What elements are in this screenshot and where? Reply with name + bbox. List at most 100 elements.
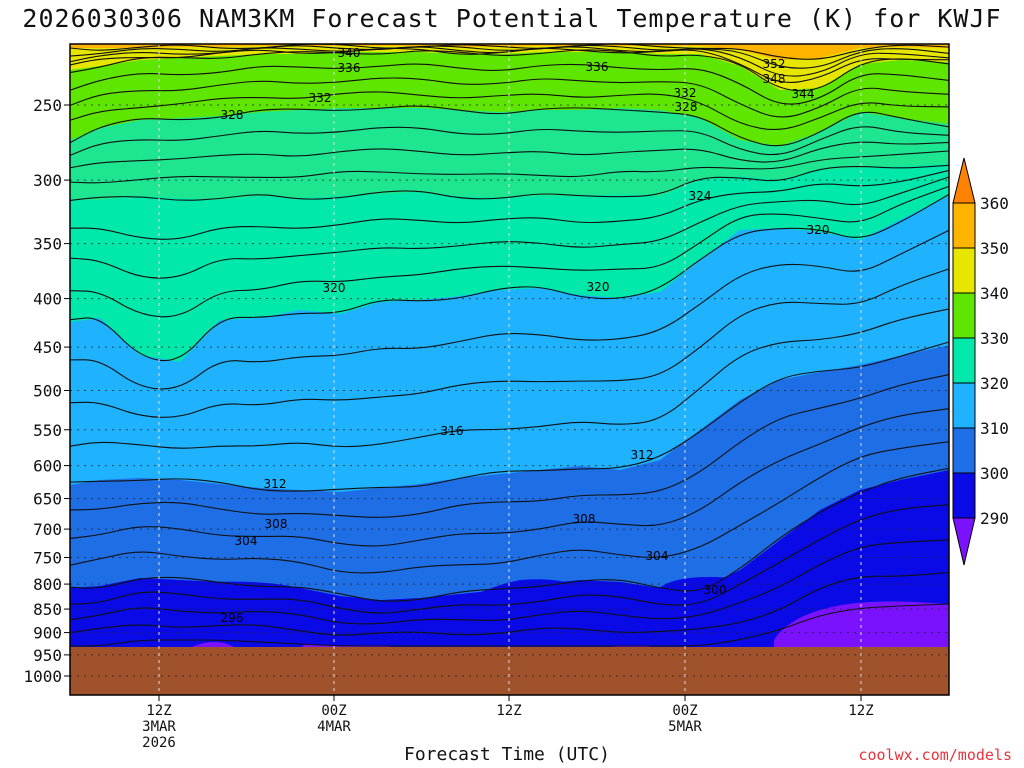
y-tick-label-15: 1000 — [23, 667, 62, 686]
contour-line-11 — [69, 150, 950, 184]
contour-line-7 — [69, 91, 950, 131]
x-tick-label-0-2: 2026 — [142, 735, 176, 751]
contour-label-4: 332 — [674, 86, 697, 100]
contour-label-7: 352 — [763, 57, 786, 71]
x-tick-label-1-1: 4MAR — [317, 719, 351, 735]
contour-label-20: 304 — [646, 549, 669, 563]
y-tick-label-12: 850 — [33, 600, 62, 619]
colorbar-label-1: 350 — [980, 239, 1009, 258]
contour-line-17 — [69, 229, 950, 390]
contour-label-9: 344 — [792, 87, 815, 101]
contour-line-0 — [69, 43, 950, 60]
colorbar-segment-7 — [952, 472, 976, 519]
contour-label-11: 320 — [807, 223, 830, 237]
x-tick-label-1-0: 00Z — [321, 703, 346, 719]
y-tick-label-7: 600 — [33, 457, 62, 476]
colorbar-segment-6 — [952, 427, 976, 474]
contour-label-16: 312 — [631, 448, 654, 462]
contour-label-2: 336 — [586, 60, 609, 74]
contour-label-21: 300 — [704, 583, 727, 597]
color-band-upper-3 — [70, 44, 949, 60]
contour-line-20 — [69, 341, 950, 492]
color-band-upper-2 — [70, 44, 949, 90]
contour-line-18 — [69, 268, 950, 418]
y-tick-label-10: 750 — [33, 549, 62, 568]
contour-label-22: 296 — [221, 611, 244, 625]
contour-line-12 — [69, 164, 950, 201]
cold-pool-4 — [774, 601, 949, 648]
y-tick-label-4: 450 — [33, 338, 62, 357]
colorbar-label-7: 290 — [980, 509, 1009, 528]
credit-text: coolwx.com/models — [858, 746, 1012, 764]
x-tick-label-0-0: 12Z — [146, 703, 171, 719]
y-tick-label-2: 350 — [33, 235, 62, 254]
chart-title: 2026030306 NAM3KM Forecast Potential Tem… — [22, 4, 1002, 33]
colorbar-label-6: 300 — [980, 464, 1009, 483]
x-tick-label-2-0: 12Z — [496, 703, 521, 719]
x-tick-label-4-0: 12Z — [848, 703, 873, 719]
contour-line-25 — [69, 504, 950, 614]
contour-line-13 — [69, 169, 950, 240]
x-tick-label-3-1: 5MAR — [668, 719, 702, 735]
cold-pool-5 — [190, 642, 235, 648]
cold-pool-2 — [390, 579, 615, 648]
contour-line-21 — [69, 374, 950, 518]
contour-line-8 — [69, 105, 950, 147]
contour-line-2 — [69, 46, 950, 77]
contour-label-5: 328 — [221, 108, 244, 122]
y-tick-label-5: 500 — [33, 382, 62, 401]
contour-label-18: 308 — [573, 512, 596, 526]
contour-line-1 — [69, 44, 950, 69]
contour-label-3: 332 — [309, 91, 332, 105]
colorbar-segment-1 — [952, 202, 976, 249]
contour-line-4 — [69, 49, 950, 92]
contour-label-14: 316 — [441, 424, 464, 438]
colorbar-segment-4 — [952, 337, 976, 384]
colorbar-extend-top — [952, 157, 976, 204]
y-tick-label-11: 800 — [33, 575, 62, 594]
y-tick-label-9: 700 — [33, 520, 62, 539]
contour-line-24 — [69, 467, 950, 602]
y-tick-label-1: 300 — [33, 171, 62, 190]
colorbar-label-2: 340 — [980, 284, 1009, 303]
colorbar-label-4: 320 — [980, 374, 1009, 393]
contour-line-6 — [69, 77, 950, 118]
contour-label-15: 312 — [264, 477, 287, 491]
y-tick-label-0: 250 — [33, 96, 62, 115]
contour-line-16 — [69, 193, 950, 362]
contour-line-22 — [69, 408, 950, 547]
cold-pool-1 — [70, 581, 312, 648]
colorbar-label-3: 330 — [980, 329, 1009, 348]
contour-label-19: 304 — [235, 534, 258, 548]
x-axis-label: Forecast Time (UTC) — [404, 744, 610, 765]
colorbar-label-5: 310 — [980, 419, 1009, 438]
contour-line-28 — [70, 603, 950, 647]
contour-label-17: 308 — [265, 517, 288, 531]
contour-line-14 — [69, 176, 950, 279]
contour-label-12: 320 — [323, 281, 346, 295]
y-tick-label-8: 650 — [33, 490, 62, 509]
contour-label-0: 340 — [338, 46, 361, 60]
colorbar-segment-3 — [952, 292, 976, 339]
contour-line-15 — [69, 185, 950, 318]
colorbar-label-0: 360 — [980, 194, 1009, 213]
x-tick-label-0-1: 3MAR — [142, 719, 176, 735]
contour-label-6: 328 — [675, 100, 698, 114]
y-tick-label-3: 400 — [33, 290, 62, 309]
colorbar-extend-bottom — [952, 517, 976, 566]
colorbar-segment-2 — [952, 247, 976, 294]
contour-line-10 — [69, 141, 950, 169]
colorbar-segment-5 — [952, 382, 976, 429]
y-tick-label-14: 950 — [33, 646, 62, 665]
y-tick-label-6: 550 — [33, 421, 62, 440]
contour-line-27 — [69, 571, 950, 636]
contour-line-19 — [69, 308, 950, 449]
contour-label-1: 336 — [338, 61, 361, 75]
y-tick-label-13: 900 — [33, 624, 62, 643]
contour-label-13: 320 — [587, 280, 610, 294]
x-tick-label-3-0: 00Z — [672, 703, 697, 719]
contour-label-10: 324 — [689, 189, 712, 203]
contour-line-9 — [69, 126, 950, 156]
contour-line-26 — [69, 539, 950, 625]
